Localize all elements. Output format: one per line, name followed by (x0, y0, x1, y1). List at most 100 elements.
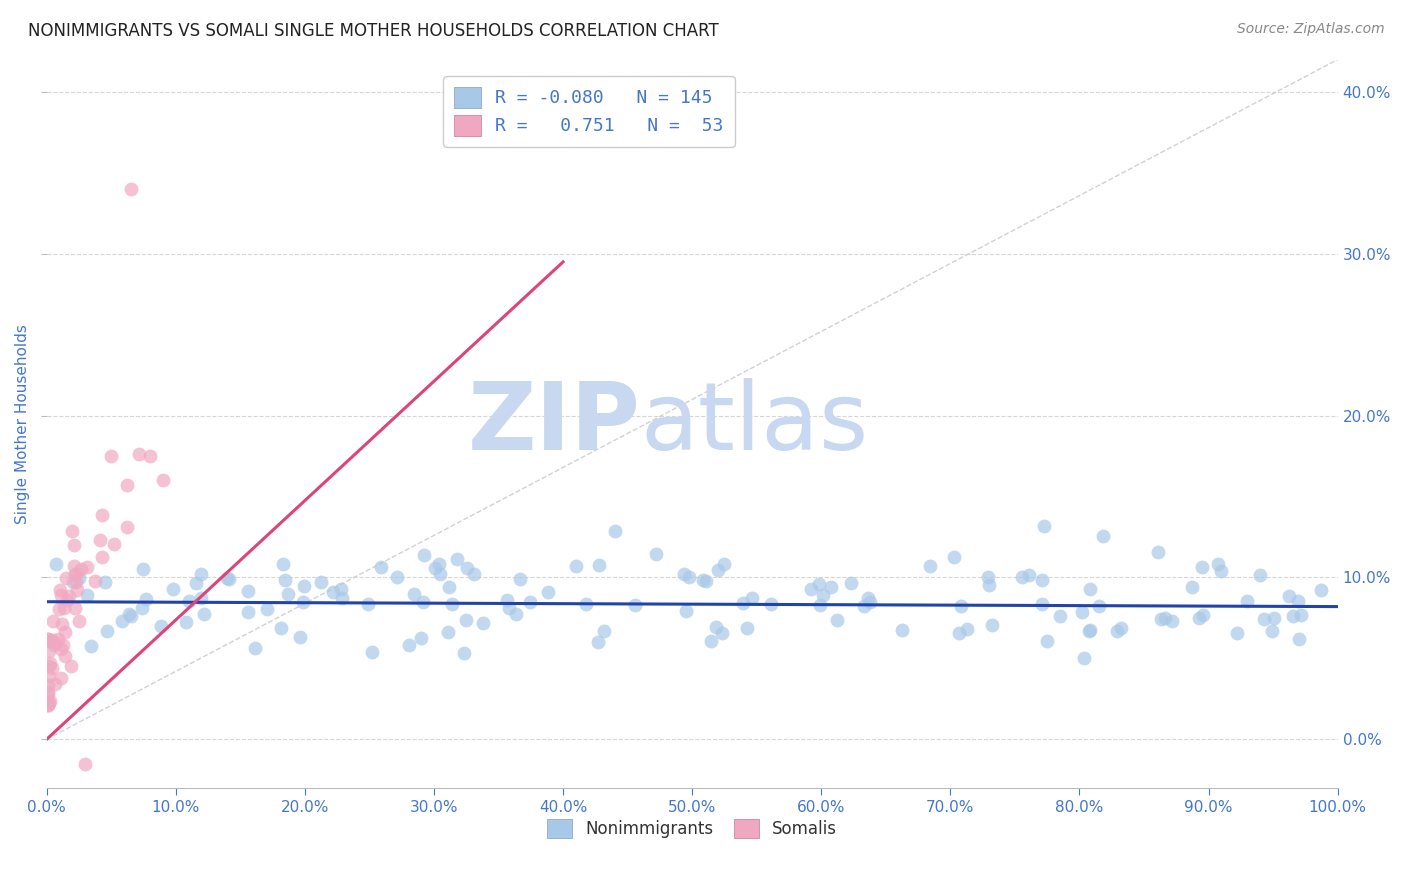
Point (118, 607, 141, 622)
Point (1071, 606, 1094, 620)
Point (51, 616, 73, 631)
Point (96, 624, 118, 638)
Point (120, 608, 142, 623)
Point (49, 583, 72, 598)
Point (288, 631, 311, 645)
Point (593, 624, 616, 638)
Point (190, 566, 212, 581)
Point (713, 558, 735, 572)
Point (256, 602, 278, 616)
Point (1049, 609, 1071, 624)
Point (76, 588, 98, 602)
Point (90, 550, 112, 565)
Point (360, 644, 382, 658)
Point (83, 574, 105, 588)
Point (75, 756, 97, 771)
Point (1105, 624, 1128, 638)
Point (45, 558, 67, 572)
Point (1260, 624, 1282, 639)
Point (48, 601, 70, 615)
Point (1208, 557, 1230, 571)
Point (807, 576, 830, 591)
Point (37, 677, 59, 691)
Point (218, 572, 240, 586)
Point (128, 447, 150, 461)
Point (103, 537, 125, 551)
Point (273, 557, 295, 571)
Text: Source: ZipAtlas.com: Source: ZipAtlas.com (1237, 22, 1385, 37)
Point (37, 632, 59, 646)
Point (800, 582, 823, 597)
Point (42, 614, 65, 628)
Text: NONIMMIGRANTS VS SOMALI SINGLE MOTHER HOUSEHOLDS CORRELATION CHART: NONIMMIGRANTS VS SOMALI SINGLE MOTHER HO… (28, 22, 718, 40)
Point (429, 567, 451, 582)
Point (1289, 607, 1312, 622)
Point (135, 592, 157, 607)
Point (948, 626, 970, 640)
Point (603, 524, 626, 538)
Point (193, 607, 215, 621)
Point (839, 575, 862, 590)
Point (423, 561, 446, 575)
Point (132, 562, 155, 576)
Point (65, 566, 87, 581)
Point (624, 598, 647, 612)
Point (811, 588, 834, 602)
Point (1188, 610, 1211, 624)
Point (370, 559, 392, 574)
Point (1263, 611, 1285, 625)
Point (1088, 599, 1111, 614)
Point (37, 687, 59, 701)
Point (1236, 594, 1258, 608)
Point (62, 537, 84, 551)
Point (565, 559, 588, 574)
Point (761, 597, 783, 611)
Point (117, 478, 139, 492)
Point (980, 617, 1002, 632)
Point (1150, 612, 1173, 626)
Point (329, 582, 352, 596)
Point (741, 591, 763, 606)
Point (1286, 593, 1309, 607)
Point (731, 596, 754, 610)
Point (891, 624, 914, 638)
Point (707, 563, 730, 577)
Point (1031, 573, 1053, 587)
Point (38, 696, 60, 710)
Point (100, 449, 122, 463)
Point (66, 582, 89, 597)
Point (65, 574, 87, 589)
Point (39, 633, 62, 648)
Point (498, 601, 520, 615)
Point (46, 632, 69, 646)
Point (1036, 633, 1059, 648)
Point (441, 597, 464, 611)
Point (1192, 608, 1215, 623)
Point (42, 638, 65, 652)
Point (49, 588, 72, 602)
Point (1160, 614, 1182, 628)
Point (1078, 582, 1101, 597)
Point (509, 572, 531, 586)
Point (1147, 545, 1170, 559)
Point (673, 566, 696, 581)
Point (1209, 564, 1232, 578)
Point (409, 631, 432, 645)
Text: atlas: atlas (641, 377, 869, 470)
Point (1191, 560, 1213, 574)
Point (398, 638, 420, 652)
Point (735, 620, 758, 634)
Point (645, 547, 668, 561)
Point (41, 661, 63, 675)
Point (162, 582, 184, 596)
Point (37, 632, 59, 646)
Point (1073, 650, 1095, 665)
Point (699, 633, 721, 648)
Point (1226, 626, 1249, 640)
Point (63, 559, 86, 574)
Point (309, 574, 332, 589)
Point (588, 558, 610, 572)
Legend: Nonimmigrants, Somalis: Nonimmigrants, Somalis (540, 813, 844, 845)
Point (1018, 567, 1040, 582)
Point (38, 656, 60, 670)
